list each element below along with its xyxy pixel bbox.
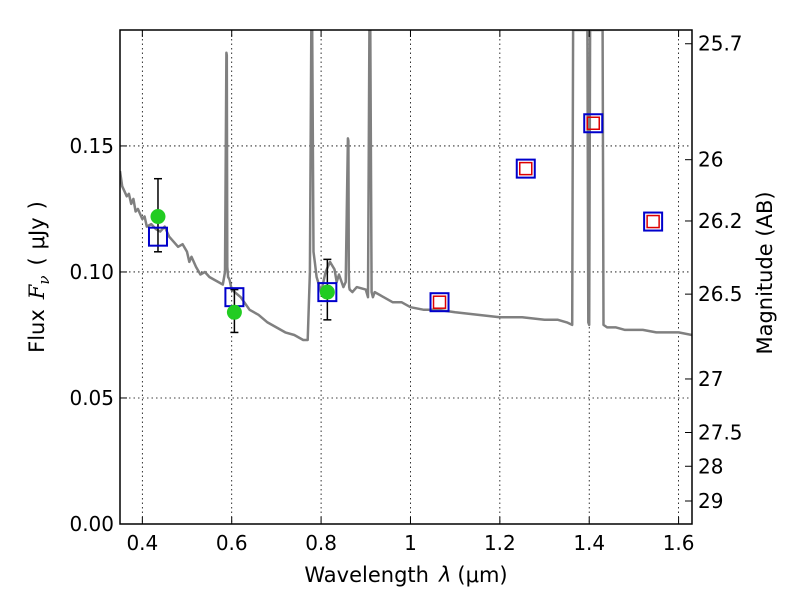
observed-point (319, 284, 335, 300)
mag-tick-label: 28 (698, 454, 723, 478)
mag-tick-label: 27 (698, 367, 723, 391)
model-sed-line (120, 30, 692, 342)
mag-tick-label: 27.5 (698, 420, 743, 444)
x-tick-label: 1.6 (663, 531, 695, 555)
x-tick-label: 1.2 (484, 531, 516, 555)
grid-layer (120, 30, 692, 525)
model-photometry-inner-box (586, 116, 600, 131)
model-photometry-inner-box (646, 214, 660, 229)
mag-tick-label: 25.7 (698, 32, 743, 56)
observed-point (150, 209, 166, 225)
y-tick-label: 0.10 (69, 260, 114, 284)
x-tick-label: 0.8 (305, 531, 337, 555)
x-tick-label: 0.4 (126, 531, 158, 555)
model-photometry-box (317, 282, 338, 303)
model-photometry-box (515, 158, 536, 179)
x-tick-label: 1.4 (573, 531, 605, 555)
mag-tick-label: 26.5 (698, 282, 743, 306)
plot-layer (120, 30, 692, 342)
plot-frame (119, 29, 693, 525)
y-axis-label: FluxFν(μJy) (25, 201, 53, 353)
x-tick-label: 0.6 (216, 531, 248, 555)
y-tick-label: 0.05 (69, 386, 114, 410)
y-tick-label: 0.00 (69, 512, 114, 536)
tick-layer: 0.4 0.6 0.8 1 1.2 1.4 1.6 0.00 0.05 0.10 0.15 25.7 2… (69, 30, 743, 555)
model-photometry-inner-box (432, 295, 447, 309)
x-axis-label: Wavelength λ (μm) (304, 563, 507, 587)
x-tick-label: 1 (404, 531, 417, 555)
mag-tick-label: 26.2 (698, 209, 743, 233)
model-photometry-box (147, 226, 168, 247)
model-photometry-box (429, 292, 450, 313)
model-photometry-box (643, 211, 664, 232)
mag-tick-label: 29 (698, 489, 723, 513)
observed-point (226, 304, 242, 320)
model-photometry-inner-box (519, 161, 533, 176)
model-photometry-box (583, 113, 604, 134)
mag-tick-label: 26 (698, 148, 723, 172)
y-tick-label: 0.15 (69, 134, 114, 158)
y2-axis-label: Magnitude (AB) (753, 191, 777, 354)
